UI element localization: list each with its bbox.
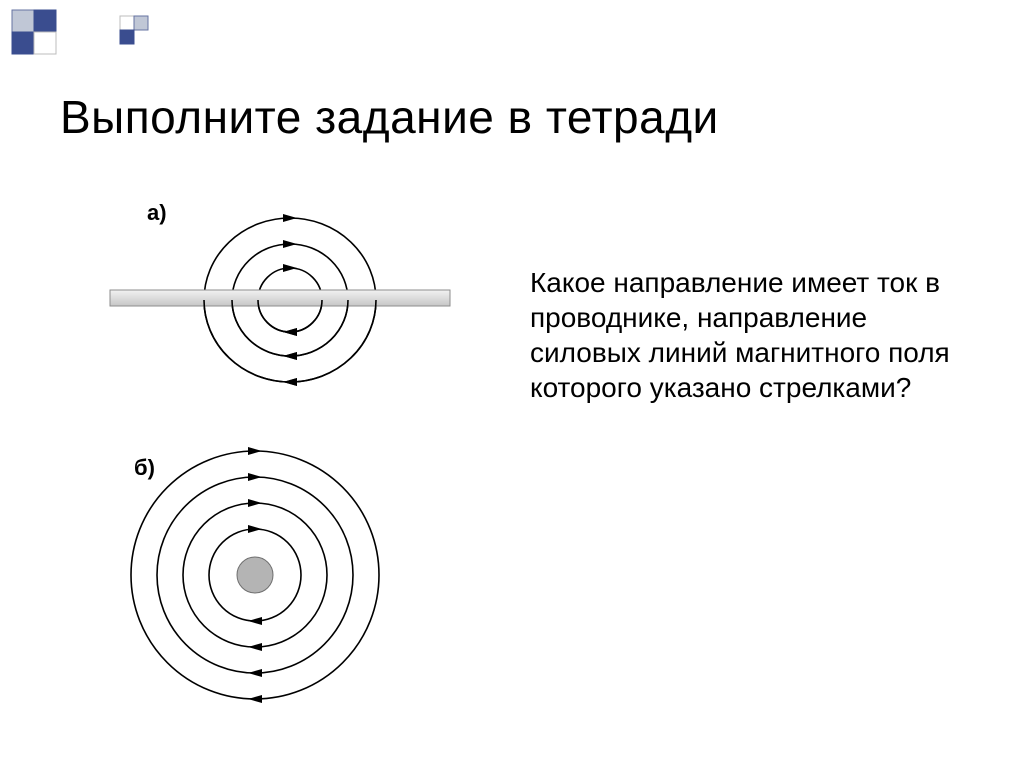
figure-b-diagram — [125, 445, 385, 705]
corner-decoration — [0, 0, 160, 60]
slide-title: Выполните задание в тетради — [60, 90, 719, 144]
question-text: Какое направление имеет ток в проводнике… — [530, 265, 960, 405]
figure-a-diagram — [100, 195, 460, 415]
